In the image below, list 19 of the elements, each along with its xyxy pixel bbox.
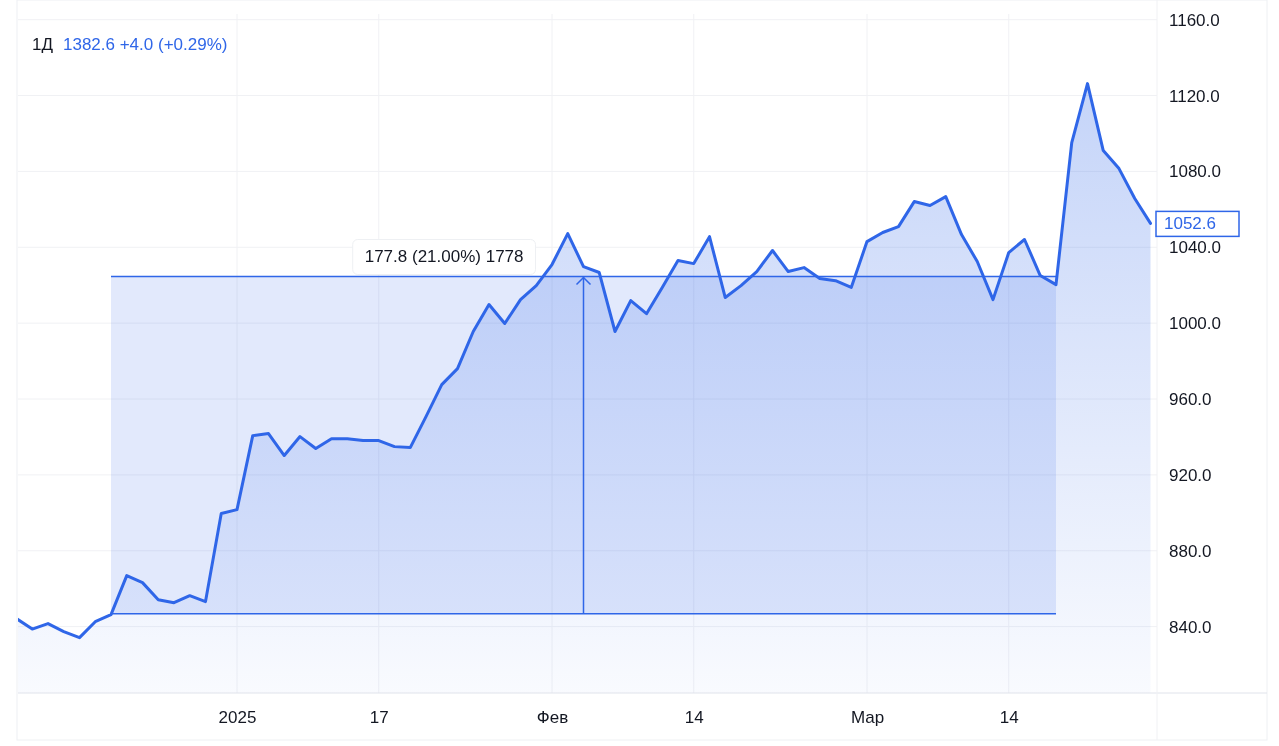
x-tick-label: 14 — [999, 708, 1019, 728]
text: 1Д — [32, 35, 54, 54]
text: 1382.6 +4.0 (+0.29%) — [62, 35, 228, 54]
y-tick-label: 1080.0 — [1169, 162, 1221, 182]
band-label: 177.8 (21.00%) 1778 — [364, 247, 524, 267]
x-tick-label: 2025 — [218, 708, 257, 728]
y-tick-label: 1000.0 — [1169, 314, 1221, 334]
x-tick-label: Фев — [536, 708, 569, 728]
y-tick-label: 1040.0 — [1169, 238, 1221, 258]
y-tick-label: 920.0 — [1169, 465, 1212, 485]
y-tick-label: 1160.0 — [1169, 10, 1220, 30]
y-tick-label: 960.0 — [1169, 389, 1212, 409]
y-tick-label: 880.0 — [1169, 541, 1212, 561]
y-tick-label: 1120.0 — [1169, 86, 1220, 106]
x-tick-label: Мар — [850, 708, 885, 728]
text: 1052.6 — [1164, 214, 1216, 234]
x-tick-label: 14 — [684, 708, 704, 728]
y-tick-label: 840.0 — [1169, 617, 1212, 637]
x-tick-label: 17 — [369, 708, 389, 728]
